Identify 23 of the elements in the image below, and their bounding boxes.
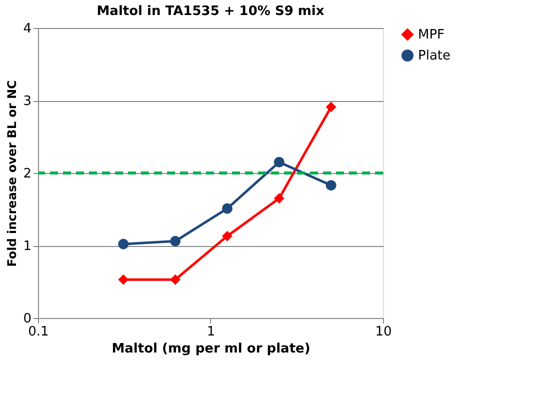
y-axis-title: Fold increase over BL or NC bbox=[5, 80, 20, 267]
point bbox=[170, 236, 181, 246]
legend-label: Plate bbox=[418, 48, 451, 64]
chart-title: Maltol in TA1535 + 10% S9 mix bbox=[96, 4, 325, 19]
x-tick-label: 10 bbox=[375, 324, 392, 340]
point bbox=[326, 180, 336, 191]
x-axis-title: Maltol (mg per ml or plate) bbox=[112, 342, 310, 356]
y-tick-label: 1 bbox=[23, 239, 32, 254]
legend-label: MPF bbox=[418, 28, 445, 42]
y-tick-label: 2 bbox=[23, 166, 32, 182]
point bbox=[222, 203, 232, 214]
y-tick-label: 3 bbox=[23, 94, 32, 109]
point bbox=[118, 274, 129, 285]
y-tick-label: 4 bbox=[23, 22, 32, 36]
point bbox=[222, 230, 232, 242]
point bbox=[274, 156, 284, 168]
point bbox=[326, 102, 336, 112]
point bbox=[118, 238, 129, 250]
y-tick-label: 0 bbox=[23, 312, 32, 326]
point bbox=[170, 274, 181, 285]
x-tick-label: 1 bbox=[206, 324, 216, 340]
x-tick-label: 0.1 bbox=[28, 324, 49, 340]
point bbox=[274, 193, 284, 204]
